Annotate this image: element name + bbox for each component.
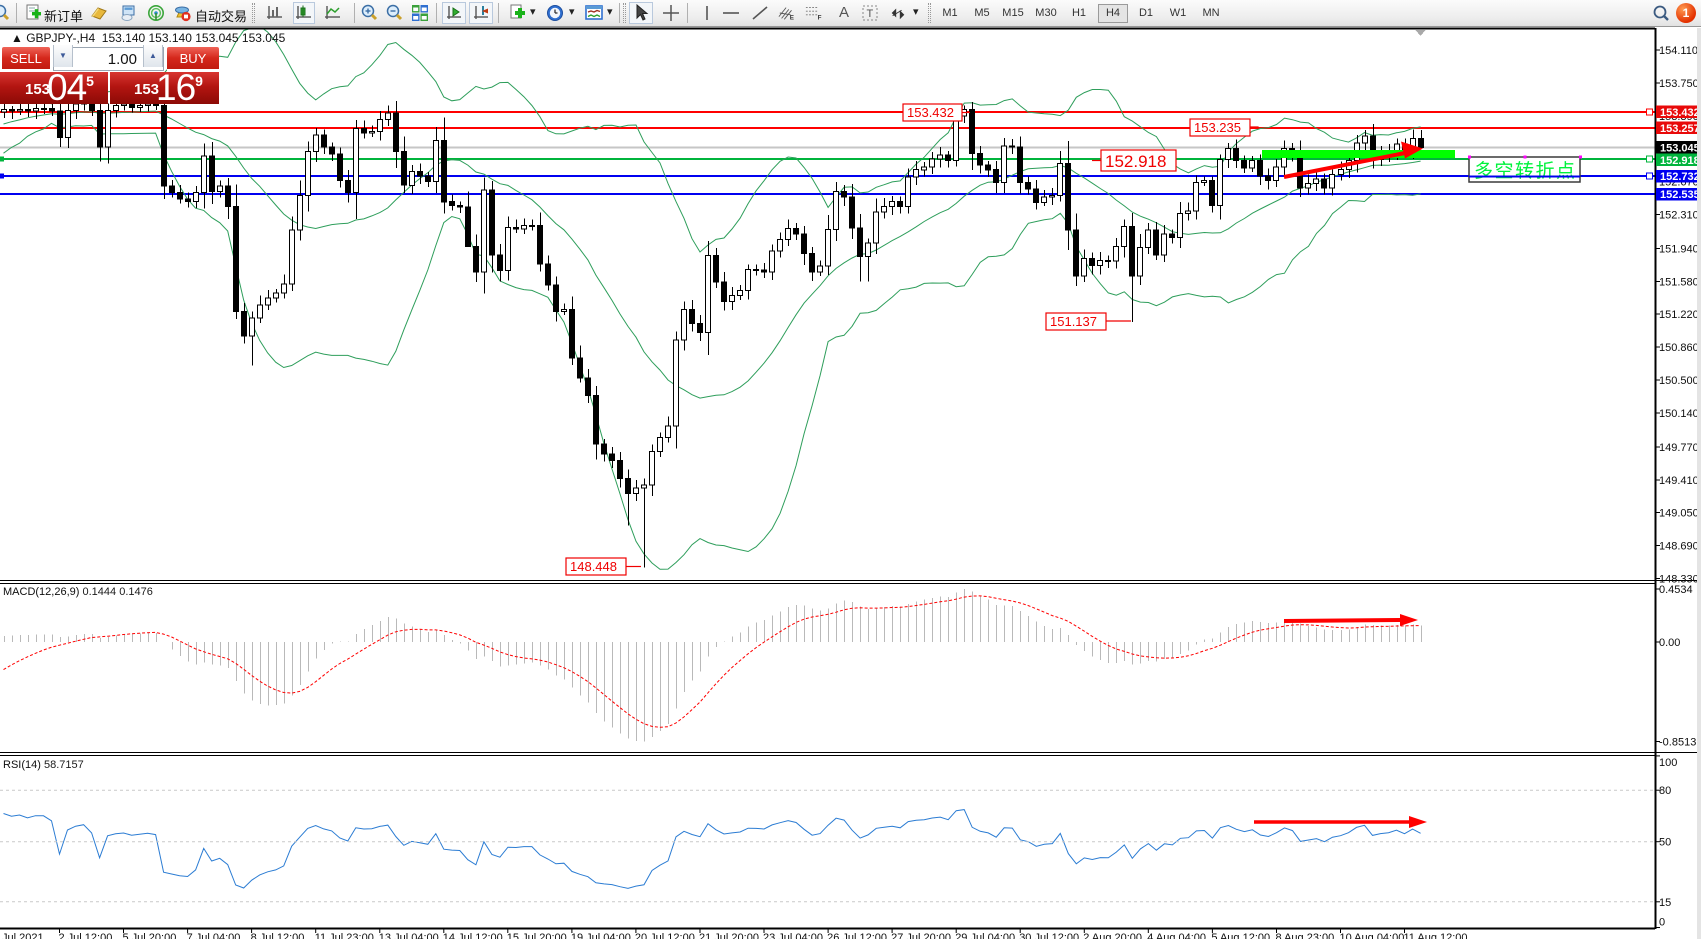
svg-text:-0.8513: -0.8513 [1659, 737, 1696, 749]
svg-text:多空转折点: 多空转折点 [1474, 160, 1577, 182]
svg-text:153.257: 153.257 [1660, 123, 1700, 135]
svg-text:148.330: 148.330 [1659, 574, 1699, 586]
svg-text:50: 50 [1659, 837, 1671, 849]
svg-text:4 Aug 04:00: 4 Aug 04:00 [1147, 932, 1206, 939]
svg-text:151.940: 151.940 [1659, 243, 1699, 255]
svg-text:149.770: 149.770 [1659, 442, 1699, 454]
svg-text:8 Jul 12:00: 8 Jul 12:00 [251, 932, 305, 939]
svg-text:13 Jul 04:00: 13 Jul 04:00 [379, 932, 439, 939]
svg-text:154.110: 154.110 [1659, 45, 1698, 57]
svg-text:151.220: 151.220 [1659, 309, 1699, 321]
svg-text:11 Aug 12:00: 11 Aug 12:00 [1404, 932, 1468, 939]
svg-text:10 Aug 04:00: 10 Aug 04:00 [1340, 932, 1405, 939]
svg-text:152.310: 152.310 [1659, 210, 1699, 222]
svg-text:0: 0 [1659, 917, 1665, 929]
svg-text:Jul 2021: Jul 2021 [2, 932, 44, 939]
svg-text:5 Aug 12:00: 5 Aug 12:00 [1211, 932, 1270, 939]
svg-text:152.918: 152.918 [1105, 152, 1166, 171]
svg-text:20 Jul 12:00: 20 Jul 12:00 [635, 932, 695, 939]
svg-text:153.432: 153.432 [1660, 107, 1700, 119]
svg-text:150.500: 150.500 [1659, 375, 1699, 387]
svg-text:15: 15 [1659, 897, 1671, 909]
svg-text:7 Jul 04:00: 7 Jul 04:00 [187, 932, 241, 939]
svg-text:80: 80 [1659, 785, 1671, 797]
svg-text:153.045: 153.045 [1660, 142, 1700, 154]
svg-text:150.860: 150.860 [1659, 342, 1699, 354]
svg-text:F: F [818, 14, 822, 21]
svg-text:11 Jul 23:00: 11 Jul 23:00 [315, 932, 374, 939]
svg-text:T: T [867, 8, 874, 20]
svg-text:8 Aug 23:00: 8 Aug 23:00 [1276, 932, 1335, 939]
svg-text:2 Aug 20:00: 2 Aug 20:00 [1083, 932, 1142, 939]
svg-text:0.00: 0.00 [1659, 637, 1680, 649]
svg-text:152.535: 152.535 [1660, 189, 1700, 201]
svg-text:149.050: 149.050 [1659, 508, 1699, 520]
svg-text:19 Jul 04:00: 19 Jul 04:00 [571, 932, 631, 939]
svg-text:149.410: 149.410 [1659, 475, 1699, 487]
svg-text:151.580: 151.580 [1659, 276, 1699, 288]
svg-text:150.140: 150.140 [1659, 408, 1699, 420]
svg-text:148.690: 148.690 [1659, 541, 1699, 553]
svg-text:30 Jul 12:00: 30 Jul 12:00 [1019, 932, 1079, 939]
svg-text:29 Jul 04:00: 29 Jul 04:00 [955, 932, 1015, 939]
svg-text:5 Jul 20:00: 5 Jul 20:00 [123, 932, 177, 939]
svg-text:2 Jul 12:00: 2 Jul 12:00 [59, 932, 113, 939]
svg-text:RSI(14) 58.7157: RSI(14) 58.7157 [3, 759, 84, 771]
svg-text:15 Jul 20:00: 15 Jul 20:00 [507, 932, 567, 939]
svg-text:E: E [790, 14, 794, 21]
svg-text:21 Jul 20:00: 21 Jul 20:00 [699, 932, 759, 939]
svg-text:100: 100 [1659, 757, 1677, 769]
svg-text:153.235: 153.235 [1194, 120, 1241, 135]
svg-text:26 Jul 12:00: 26 Jul 12:00 [827, 932, 887, 939]
svg-text:148.448: 148.448 [570, 559, 617, 574]
svg-text:0.4534: 0.4534 [1659, 584, 1693, 596]
svg-text:MACD(12,26,9) 0.1444 0.1476: MACD(12,26,9) 0.1444 0.1476 [3, 586, 153, 598]
svg-text:153.750: 153.750 [1659, 78, 1699, 90]
svg-text:23 Jul 04:00: 23 Jul 04:00 [763, 932, 823, 939]
svg-text:27 Jul 20:00: 27 Jul 20:00 [891, 932, 951, 939]
svg-text:14 Jul 12:00: 14 Jul 12:00 [443, 932, 503, 939]
svg-text:151.137: 151.137 [1050, 314, 1097, 329]
svg-text:152.918: 152.918 [1660, 155, 1700, 167]
svg-text:153.432: 153.432 [907, 105, 954, 120]
svg-text:152.732: 152.732 [1660, 171, 1700, 183]
